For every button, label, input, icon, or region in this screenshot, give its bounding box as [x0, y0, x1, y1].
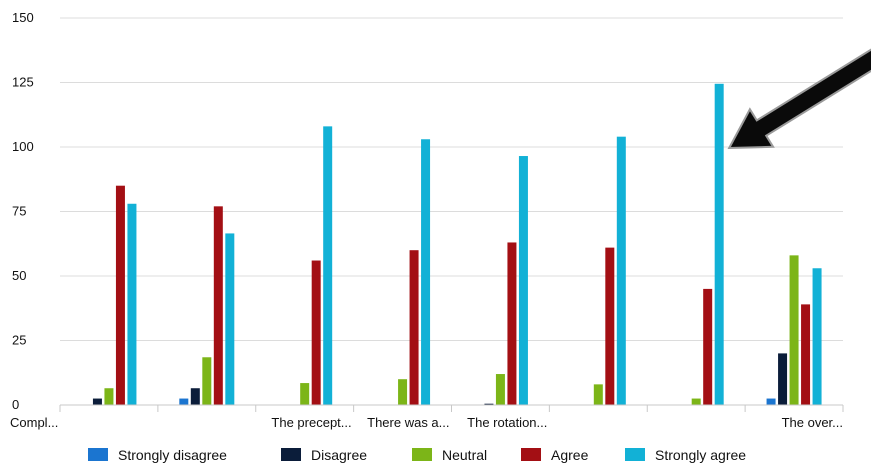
x-category-label: There was a... — [367, 415, 449, 430]
bar-agree-3 — [409, 250, 419, 405]
legend-label-agree: Agree — [551, 447, 589, 463]
bar-strongly-agree-4 — [518, 156, 528, 405]
bar-agree-5 — [605, 247, 615, 405]
bar-strongly-agree-6 — [714, 83, 724, 405]
y-tick-label: 100 — [12, 139, 34, 154]
gridlines — [60, 17, 843, 406]
bar-strongly-agree-2 — [323, 126, 333, 406]
y-tick-label: 75 — [12, 204, 26, 219]
bar-neutral-1 — [202, 357, 212, 405]
x-category-label: The precept... — [271, 415, 351, 430]
bar-disagree-0 — [92, 398, 102, 405]
bar-strongly-agree-5 — [616, 136, 626, 405]
bar-strongly-agree-1 — [225, 233, 235, 405]
bar-neutral-3 — [398, 379, 408, 405]
x-category-label: The rotation... — [467, 415, 547, 430]
y-axis-ticks: 0 25 50 75 100 125 150 — [12, 10, 34, 412]
bar-neutral-2 — [300, 383, 310, 405]
x-axis — [59, 404, 844, 412]
y-tick-label: 150 — [12, 10, 34, 25]
x-category-label: The over... — [782, 415, 843, 430]
bar-disagree-1 — [190, 388, 200, 405]
y-tick-label: 25 — [12, 333, 26, 348]
legend-swatch-neutral — [412, 448, 432, 461]
x-axis-labels: Compl... The precept... There was a... The … — [10, 415, 843, 430]
bar-disagree-4 — [484, 403, 494, 405]
bar-strongly-agree-0 — [127, 203, 137, 405]
legend-swatch-disagree — [281, 448, 301, 461]
bar-strongly-agree-7 — [812, 268, 822, 405]
bar-agree-7 — [801, 304, 811, 405]
bar-neutral-4 — [495, 374, 505, 405]
legend-label-strongly-disagree: Strongly disagree — [118, 447, 227, 463]
bar-agree-2 — [311, 260, 321, 405]
bar-neutral-6 — [691, 398, 701, 405]
bars — [92, 83, 822, 406]
bar-agree-1 — [213, 206, 223, 405]
legend: Strongly disagree Disagree Neutral Agree Str… — [88, 447, 746, 463]
y-tick-label: 0 — [12, 397, 19, 412]
legend-swatch-strongly-disagree — [88, 448, 108, 461]
bar-disagree-7 — [778, 353, 788, 405]
bar-agree-6 — [703, 288, 713, 405]
bar-neutral-5 — [593, 384, 603, 405]
bar-neutral-0 — [104, 388, 114, 405]
legend-swatch-agree — [521, 448, 541, 461]
bar-agree-4 — [507, 242, 517, 405]
x-category-label: Compl... — [10, 415, 58, 430]
annotation-arrow-icon — [727, 48, 871, 150]
arrow-shape — [727, 48, 871, 150]
legend-swatch-strongly-agree — [625, 448, 645, 461]
bar-neutral-7 — [789, 255, 799, 405]
y-tick-label: 50 — [12, 268, 26, 283]
bar-strongly-disagree-7 — [766, 398, 776, 405]
y-tick-label: 125 — [12, 75, 34, 90]
bar-agree-0 — [115, 185, 125, 405]
bar-strongly-agree-3 — [421, 139, 431, 405]
legend-label-neutral: Neutral — [442, 447, 487, 463]
legend-label-strongly-agree: Strongly agree — [655, 447, 746, 463]
bar-strongly-disagree-1 — [179, 398, 189, 405]
legend-label-disagree: Disagree — [311, 447, 367, 463]
